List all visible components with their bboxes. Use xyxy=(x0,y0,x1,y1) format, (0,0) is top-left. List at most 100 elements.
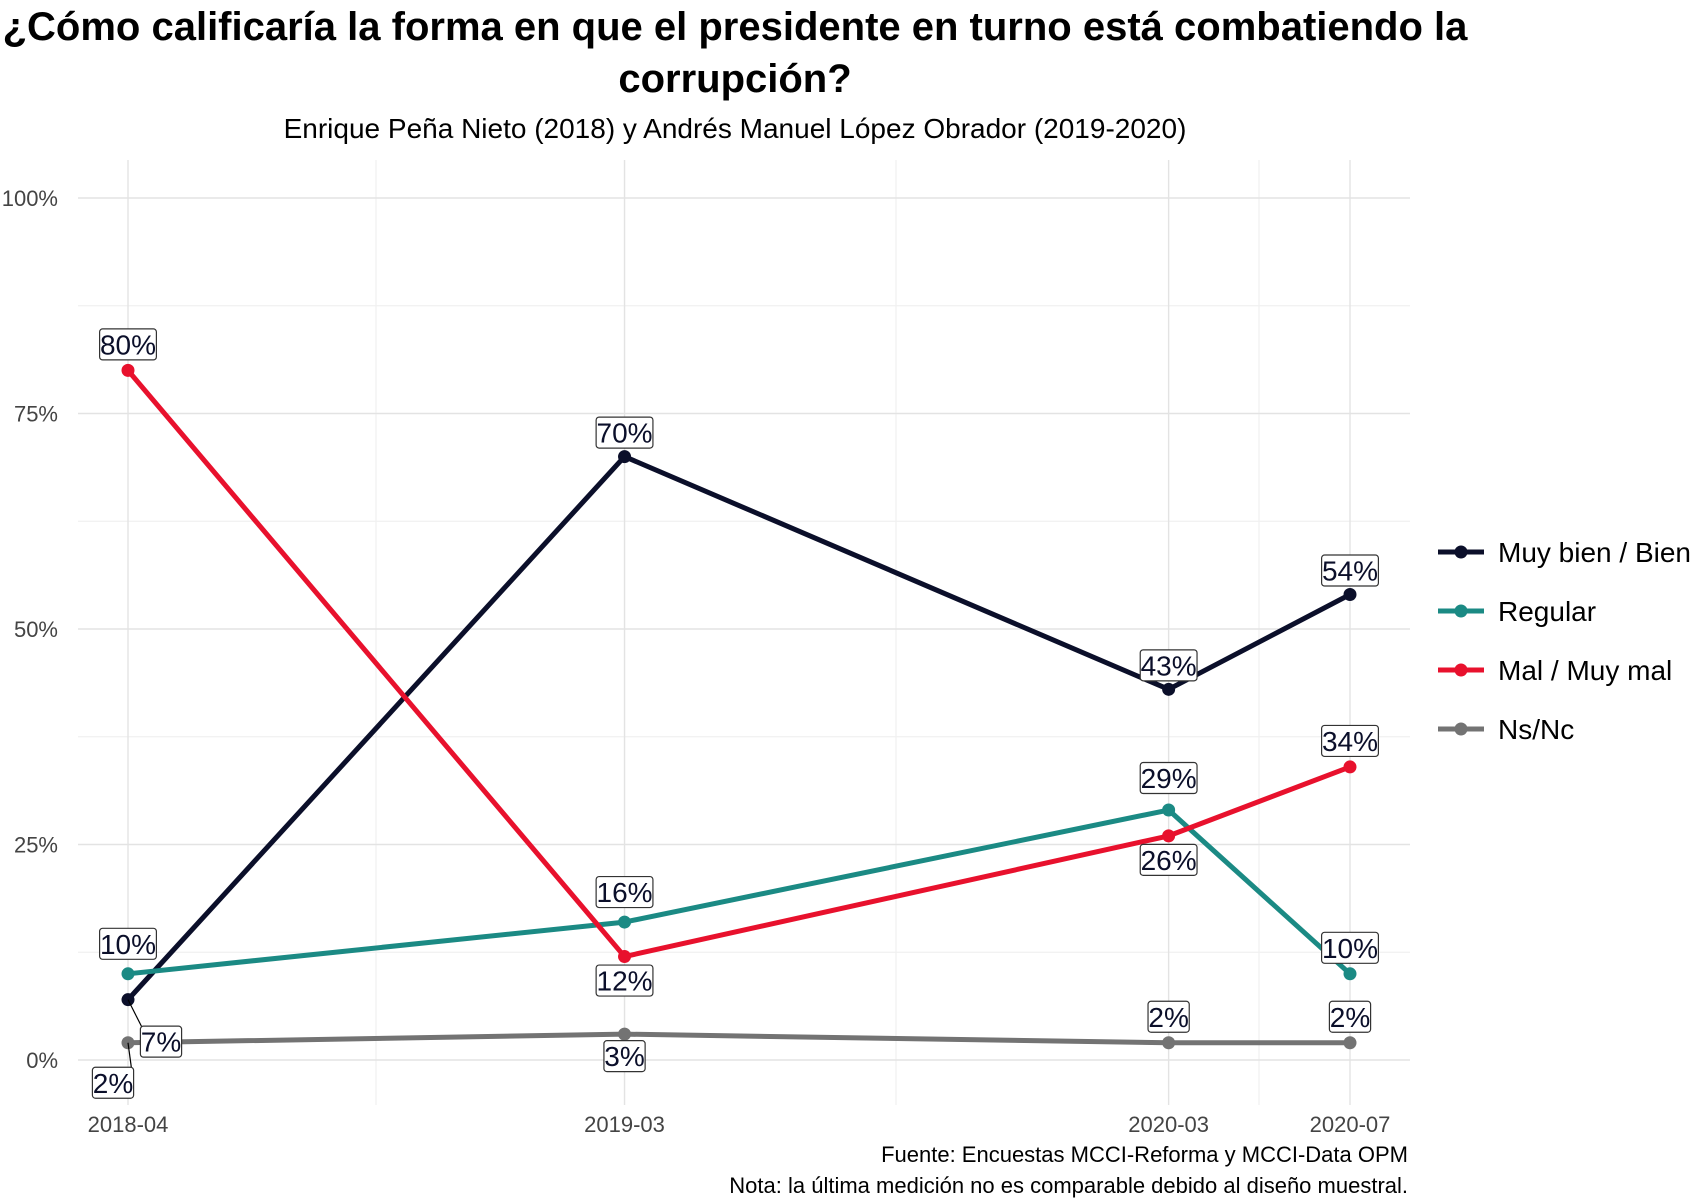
label-text: 26% xyxy=(1141,845,1197,876)
data-point xyxy=(618,915,632,929)
data-point xyxy=(1343,967,1357,981)
data-label: 2% xyxy=(1328,1000,1372,1033)
data-label: 26% xyxy=(1139,843,1198,876)
y-tick-label: 100% xyxy=(2,186,58,211)
data-point xyxy=(1343,1036,1357,1050)
data-point xyxy=(121,967,135,981)
label-box xyxy=(1320,554,1379,587)
legend-label: Muy bien / Bien xyxy=(1498,537,1691,568)
legend-point xyxy=(1454,722,1468,736)
label-connector xyxy=(127,999,143,1029)
data-point xyxy=(618,950,632,964)
legend-label: Regular xyxy=(1498,596,1596,627)
data-point xyxy=(1162,803,1176,817)
label-text: 80% xyxy=(100,329,156,360)
label-text: 12% xyxy=(597,966,653,997)
legend-item: Ns/Nc xyxy=(1438,714,1574,745)
data-point xyxy=(121,363,135,377)
data-label: 7% xyxy=(127,999,183,1058)
data-point xyxy=(1343,588,1357,602)
chart-title-line1: ¿Cómo calificaría la forma en que el pre… xyxy=(3,5,1469,49)
legend-point xyxy=(1454,604,1468,618)
label-box xyxy=(603,1040,646,1073)
data-label: 54% xyxy=(1320,554,1379,587)
series-lines xyxy=(126,368,1352,1046)
chart-subtitle: Enrique Peña Nieto (2018) y Andrés Manue… xyxy=(284,113,1187,144)
legend: Muy bien / Bien Regular Mal / Muy mal Ns/Nc xyxy=(1438,537,1691,745)
label-text: 10% xyxy=(100,929,156,960)
data-point xyxy=(1162,829,1176,843)
legend-point xyxy=(1454,663,1468,677)
data-point xyxy=(618,450,632,464)
label-text: 3% xyxy=(604,1041,644,1072)
data-point xyxy=(121,1036,135,1050)
data-label: 2% xyxy=(91,1042,135,1099)
data-label: 10% xyxy=(98,927,157,960)
label-box xyxy=(595,875,654,909)
label-box xyxy=(98,328,157,361)
data-label: 16% xyxy=(595,875,654,909)
y-tick-label: 75% xyxy=(14,402,58,427)
label-box xyxy=(1320,724,1379,758)
data-point xyxy=(1162,1036,1176,1050)
label-box xyxy=(1328,1000,1372,1033)
x-tick-label: 2020-03 xyxy=(1128,1112,1209,1137)
data-label: 3% xyxy=(603,1040,646,1073)
label-box xyxy=(1320,931,1379,964)
caption-note: Nota: la última medición no es comparabl… xyxy=(729,1173,1408,1198)
data-label: 70% xyxy=(595,416,654,449)
label-text: 2% xyxy=(93,1068,133,1099)
label-text: 54% xyxy=(1322,556,1378,587)
y-tick-label: 0% xyxy=(26,1048,58,1073)
series-line xyxy=(126,454,1352,1002)
label-box xyxy=(139,1025,183,1058)
legend-item: Muy bien / Bien xyxy=(1438,537,1691,568)
data-label: 10% xyxy=(1320,931,1379,964)
data-point xyxy=(1343,760,1357,774)
data-label: 43% xyxy=(1139,649,1198,682)
series-line xyxy=(127,1031,1350,1046)
series-points xyxy=(121,363,1357,1050)
label-box xyxy=(1147,1000,1190,1033)
legend-point xyxy=(1454,545,1468,559)
caption-source: Fuente: Encuestas MCCI-Reforma y MCCI-Da… xyxy=(881,1142,1408,1167)
label-box xyxy=(595,416,654,449)
x-axis-ticks: 2018-04 2019-03 2020-03 2020-07 xyxy=(88,1112,1391,1137)
label-text: 29% xyxy=(1141,763,1197,794)
label-text: 10% xyxy=(1322,933,1378,964)
label-text: 43% xyxy=(1141,650,1197,681)
data-point xyxy=(618,1027,632,1041)
legend-item: Regular xyxy=(1438,596,1596,627)
label-text: 70% xyxy=(597,418,653,449)
legend-label: Ns/Nc xyxy=(1498,714,1574,745)
x-tick-label: 2020-07 xyxy=(1310,1112,1391,1137)
label-box xyxy=(1139,649,1198,682)
label-text: 16% xyxy=(597,877,653,908)
data-label: 29% xyxy=(1139,761,1198,795)
label-box xyxy=(1139,761,1198,795)
data-point xyxy=(1162,682,1176,696)
label-text: 2% xyxy=(1330,1002,1370,1033)
label-text: 2% xyxy=(1148,1002,1188,1033)
x-tick-label: 2018-04 xyxy=(88,1112,169,1137)
data-label: 2% xyxy=(1147,1000,1190,1033)
label-box xyxy=(98,927,157,960)
grid xyxy=(78,160,1410,1105)
x-tick-label: 2019-03 xyxy=(584,1112,665,1137)
legend-item: Mal / Muy mal xyxy=(1438,655,1672,686)
label-connector xyxy=(127,1042,133,1070)
label-box xyxy=(91,1066,135,1099)
label-box xyxy=(1139,843,1198,876)
series-line xyxy=(127,807,1352,977)
y-tick-label: 50% xyxy=(14,617,58,642)
chart-title-line2: corrupción? xyxy=(618,57,851,101)
label-text: 34% xyxy=(1322,726,1378,757)
data-label: 34% xyxy=(1320,724,1379,758)
y-tick-label: 25% xyxy=(14,833,58,858)
series-line xyxy=(126,368,1351,960)
data-label: 12% xyxy=(595,964,654,997)
y-axis-ticks: 0% 25% 50% 75% 100% xyxy=(2,186,58,1073)
data-label: 80% xyxy=(98,328,157,361)
label-box xyxy=(595,964,654,997)
